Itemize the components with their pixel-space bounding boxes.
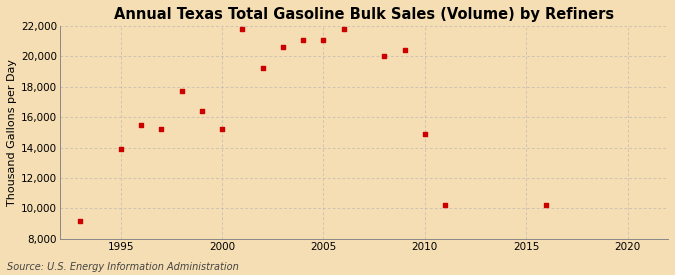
Point: [156, 126, 167, 131]
Point: [176, 88, 187, 93]
Title: Annual Texas Total Gasoline Bulk Sales (Volume) by Refiners: Annual Texas Total Gasoline Bulk Sales (…: [114, 7, 614, 22]
Point: [277, 45, 288, 50]
Point: [419, 132, 430, 136]
Point: [541, 203, 552, 208]
Point: [257, 66, 268, 71]
Point: [439, 203, 450, 208]
Point: [75, 218, 86, 223]
Point: [217, 127, 227, 131]
Point: [298, 37, 308, 42]
Point: [237, 27, 248, 31]
Point: [318, 38, 329, 43]
Point: [115, 147, 126, 151]
Text: Source: U.S. Energy Information Administration: Source: U.S. Energy Information Administ…: [7, 262, 238, 272]
Point: [136, 123, 146, 127]
Point: [338, 27, 349, 31]
Point: [196, 109, 207, 113]
Y-axis label: Thousand Gallons per Day: Thousand Gallons per Day: [7, 59, 17, 206]
Point: [379, 54, 389, 59]
Point: [399, 48, 410, 53]
